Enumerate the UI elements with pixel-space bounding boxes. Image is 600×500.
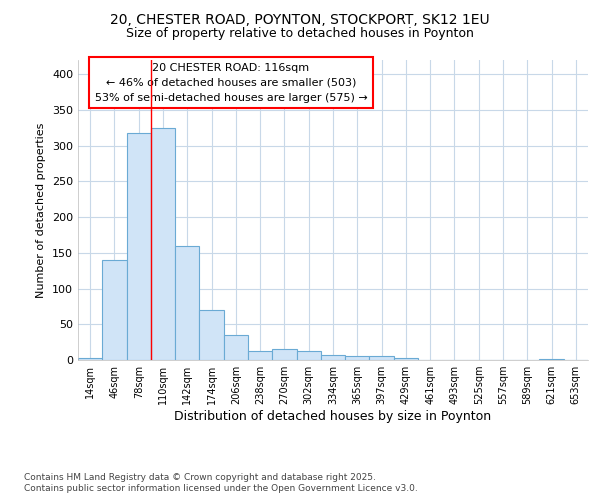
Text: Size of property relative to detached houses in Poynton: Size of property relative to detached ho… — [126, 28, 474, 40]
Bar — [78, 358, 102, 360]
Bar — [224, 335, 248, 360]
Text: Contains public sector information licensed under the Open Government Licence v3: Contains public sector information licen… — [24, 484, 418, 493]
Bar — [370, 356, 394, 360]
Text: 20, CHESTER ROAD, POYNTON, STOCKPORT, SK12 1EU: 20, CHESTER ROAD, POYNTON, STOCKPORT, SK… — [110, 12, 490, 26]
Bar — [102, 260, 127, 360]
Bar — [248, 352, 272, 360]
Bar — [539, 358, 564, 360]
Bar — [296, 350, 321, 360]
Bar — [394, 358, 418, 360]
Bar — [151, 128, 175, 360]
Bar — [175, 246, 199, 360]
Bar — [345, 356, 370, 360]
Bar — [199, 310, 224, 360]
Text: 20 CHESTER ROAD: 116sqm
← 46% of detached houses are smaller (503)
53% of semi-d: 20 CHESTER ROAD: 116sqm ← 46% of detache… — [95, 63, 367, 102]
Text: Contains HM Land Registry data © Crown copyright and database right 2025.: Contains HM Land Registry data © Crown c… — [24, 473, 376, 482]
Bar — [272, 350, 296, 360]
Y-axis label: Number of detached properties: Number of detached properties — [37, 122, 46, 298]
Bar — [127, 133, 151, 360]
X-axis label: Distribution of detached houses by size in Poynton: Distribution of detached houses by size … — [175, 410, 491, 423]
Bar — [321, 355, 345, 360]
